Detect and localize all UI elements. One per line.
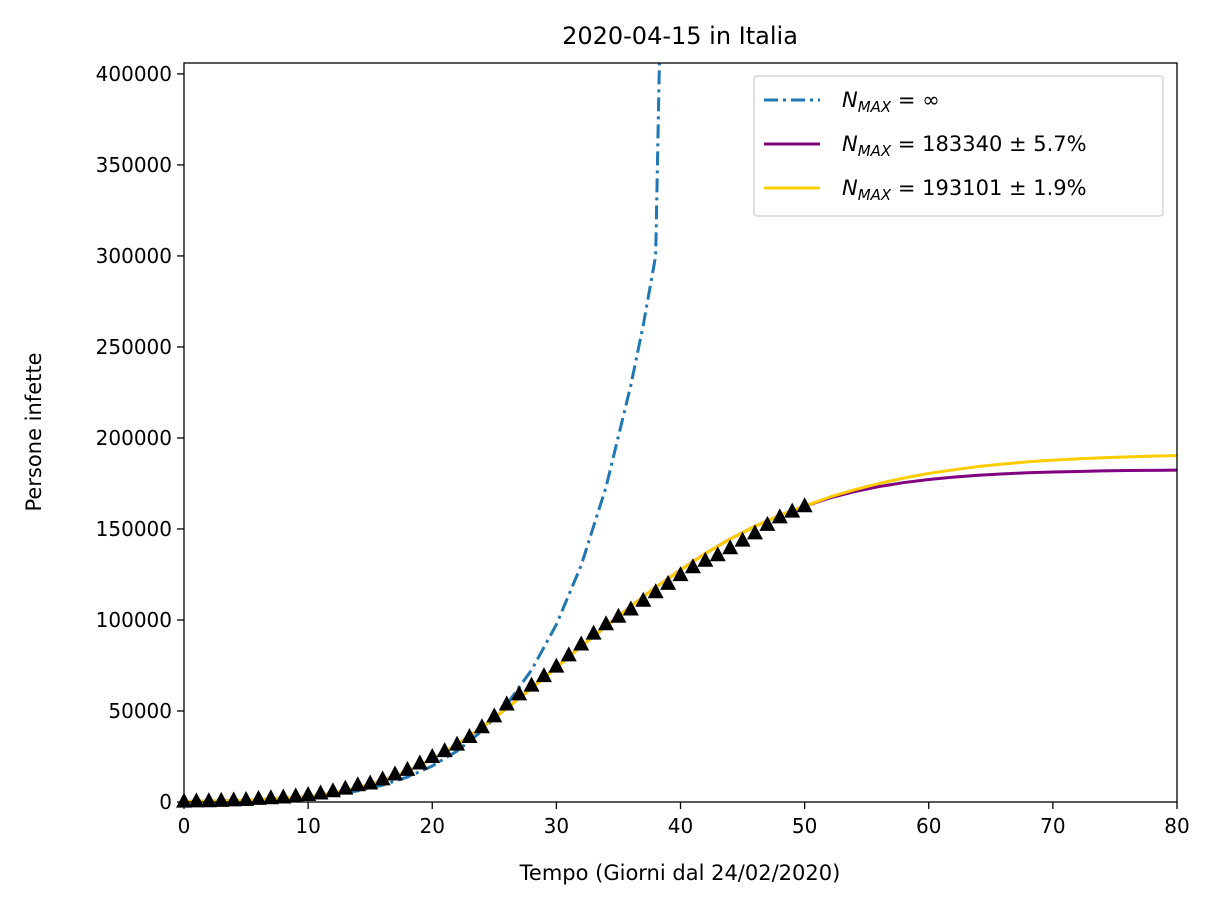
x-axis-label: Tempo (Giorni dal 24/02/2020) — [519, 861, 841, 885]
data-point-marker — [349, 776, 366, 792]
data-point-marker — [610, 607, 627, 623]
data-point-marker — [374, 770, 391, 786]
x-axis: 0 10 20 30 40 50 60 70 80 — [178, 802, 1190, 838]
data-point-marker — [535, 667, 552, 683]
data-point-marker — [734, 531, 751, 547]
legend-n-symbol: N — [842, 132, 858, 156]
legend-max-subscript: MAX — [858, 98, 892, 116]
data-point-marker — [771, 508, 788, 524]
data-point-marker — [188, 792, 205, 808]
x-tick-label: 0 — [178, 814, 191, 838]
data-point-marker — [213, 791, 230, 807]
chart-title: 2020-04-15 in Italia — [562, 22, 798, 50]
data-point-marker — [511, 685, 528, 701]
data-point-marker — [486, 707, 503, 723]
data-point-marker — [312, 784, 329, 800]
svg-text:NMAX = ∞: NMAX = ∞ — [842, 88, 940, 116]
y-tick-label: 250000 — [96, 335, 172, 359]
data-point-marker — [387, 765, 404, 781]
data-point-marker — [635, 591, 652, 607]
data-point-marker — [598, 615, 615, 631]
data-point-marker — [250, 789, 267, 805]
data-point-marker — [759, 515, 776, 531]
data-point-marker — [647, 583, 664, 599]
y-tick-label: 300000 — [96, 244, 172, 268]
data-point-marker — [784, 502, 801, 518]
data-point-marker — [573, 635, 590, 651]
x-tick-label: 80 — [1164, 814, 1189, 838]
data-point-marker — [746, 524, 763, 540]
y-tick-label: 400000 — [96, 62, 172, 86]
legend-entry-183340: NMAX = 183340 ± 5.7% — [764, 132, 1087, 160]
data-point-marker — [622, 600, 639, 616]
x-tick-label: 40 — [668, 814, 693, 838]
data-point-marker — [697, 551, 714, 567]
y-axis-label: Persone infette — [22, 352, 46, 511]
data-point-marker — [548, 657, 565, 673]
x-tick-label: 50 — [792, 814, 817, 838]
legend-n-symbol: N — [842, 88, 858, 112]
data-point-marker — [684, 558, 701, 574]
x-tick-label: 30 — [544, 814, 569, 838]
legend-label-183340: = 183340 ± 5.7% — [891, 132, 1086, 156]
legend-entry-infinite: NMAX = ∞ — [764, 88, 940, 116]
y-tick-label: 200000 — [96, 426, 172, 450]
data-point-marker — [560, 646, 577, 662]
y-tick-label: 0 — [159, 790, 172, 814]
x-tick-label: 10 — [295, 814, 320, 838]
x-tick-label: 20 — [420, 814, 445, 838]
data-point-marker — [300, 785, 317, 801]
data-point-marker — [200, 792, 217, 808]
data-point-marker — [287, 787, 304, 803]
data-point-marker — [672, 566, 689, 582]
legend-max-subscript: MAX — [858, 186, 892, 204]
data-point-marker — [411, 754, 428, 770]
y-tick-label: 50000 — [108, 699, 172, 723]
data-point-marker — [262, 789, 279, 805]
data-point-marker — [275, 788, 292, 804]
data-point-marker — [449, 735, 466, 751]
legend-label-infinite: = ∞ — [891, 88, 939, 112]
y-tick-label: 100000 — [96, 608, 172, 632]
legend-label-193101: = 193101 ± 1.9% — [891, 176, 1086, 200]
data-point-marker — [399, 760, 416, 776]
data-point-marker — [709, 546, 726, 562]
data-point-marker — [796, 497, 813, 513]
y-axis: 0 50000 100000 150000 200000 250000 300000 3500… — [96, 62, 184, 814]
data-point-marker — [362, 774, 379, 790]
data-point-marker — [585, 624, 602, 640]
svg-text:NMAX = 183340 ± 5.7%: NMAX = 183340 ± 5.7% — [842, 132, 1087, 160]
data-point-marker — [324, 782, 341, 798]
data-point-marker — [660, 574, 677, 590]
legend: NMAX = ∞ NMAX = 183340 ± 5.7% NMAX = 193… — [753, 75, 1164, 217]
data-point-marker — [461, 728, 478, 743]
y-tick-label: 350000 — [96, 153, 172, 177]
legend-box — [753, 75, 1164, 217]
data-point-marker — [337, 779, 354, 795]
data-point-marker — [722, 539, 739, 555]
data-point-marker — [436, 742, 453, 758]
legend-n-symbol: N — [842, 176, 858, 200]
data-point-marker — [498, 695, 515, 711]
svg-text:NMAX = 193101 ± 1.9%: NMAX = 193101 ± 1.9% — [842, 176, 1087, 204]
legend-entry-193101: NMAX = 193101 ± 1.9% — [764, 176, 1087, 204]
data-point-marker — [523, 676, 540, 692]
data-point-marker — [424, 747, 441, 763]
x-tick-label: 70 — [1040, 814, 1065, 838]
data-point-marker — [473, 718, 490, 734]
y-tick-label: 150000 — [96, 517, 172, 541]
x-tick-label: 60 — [916, 814, 941, 838]
legend-max-subscript: MAX — [858, 142, 892, 160]
